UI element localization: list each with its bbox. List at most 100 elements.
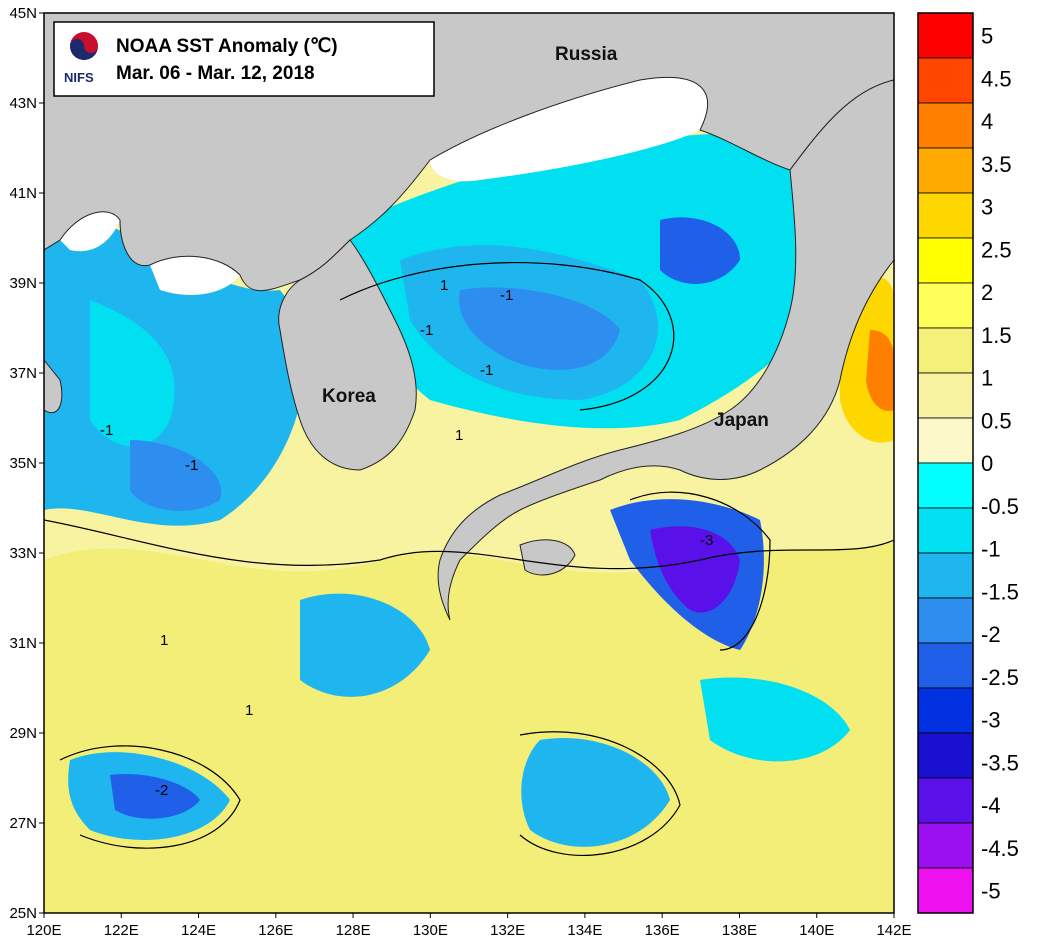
colorbar-label: 2 xyxy=(981,280,993,305)
contour-label: 1 xyxy=(455,427,463,444)
lon-tick-label: 122E xyxy=(104,922,139,939)
map-title: NOAA SST Anomaly (℃) xyxy=(116,36,338,57)
colorbar-segment xyxy=(917,282,974,329)
colorbar-segment xyxy=(917,327,974,374)
colorbar-label: 2.5 xyxy=(981,237,1012,262)
colorbar-segment xyxy=(917,102,974,149)
colorbar-segment xyxy=(917,732,974,779)
longitude-axis: 120E 122E 124E 126E 128E 130E 132E 134E 136E 138E… xyxy=(26,913,912,939)
lon-tick-label: 128E xyxy=(336,922,371,939)
lat-tick-label: 31N xyxy=(9,635,37,652)
region-label-korea: Korea xyxy=(322,386,376,407)
lat-tick-label: 25N xyxy=(9,905,37,922)
lat-tick-label: 41N xyxy=(9,185,37,202)
cold-anomaly-southeast xyxy=(700,677,850,762)
colorbar-label: -5 xyxy=(981,879,1001,904)
lat-tick-label: 43N xyxy=(9,95,37,112)
region-label-russia: Russia xyxy=(555,44,618,65)
lon-tick-label: 124E xyxy=(181,922,216,939)
lon-tick-label: 130E xyxy=(413,922,448,939)
colorbar-label: 4 xyxy=(981,109,993,134)
cold-anomaly-yellow-sea-core xyxy=(130,440,222,511)
lat-tick-label: 39N xyxy=(9,275,37,292)
colorbar-segment xyxy=(917,777,974,824)
colorbar-label: -3 xyxy=(981,708,1001,733)
colorbar-label: 1 xyxy=(981,366,993,391)
contour-label: -1 xyxy=(500,287,513,304)
colorbar-segment xyxy=(917,237,974,284)
colorbar-label: -4 xyxy=(981,793,1001,818)
colorbar-segment xyxy=(917,462,974,509)
colorbar-segment xyxy=(917,417,974,464)
lon-tick-label: 138E xyxy=(722,922,757,939)
land-shikoku xyxy=(519,539,576,576)
colorbar-label: 1.5 xyxy=(981,323,1012,348)
region-label-japan: Japan xyxy=(714,410,769,431)
contour-label: 1 xyxy=(440,277,448,294)
warm-anomaly-south xyxy=(44,540,894,913)
colorbar-segment xyxy=(917,57,974,104)
colorbar-segment xyxy=(917,642,974,689)
title-box: NIFS NOAA SST Anomaly (℃) Mar. 06 - Mar.… xyxy=(53,21,435,97)
lat-tick-label: 35N xyxy=(9,455,37,472)
contour-label: -3 xyxy=(700,532,713,549)
contour-lines xyxy=(44,261,894,856)
lat-tick-label: 45N xyxy=(9,5,37,22)
colorbar-label: -2 xyxy=(981,622,1001,647)
lon-tick-label: 120E xyxy=(26,922,61,939)
contour-label: -1 xyxy=(420,322,433,339)
colorbar-segment xyxy=(917,687,974,734)
colorbar-label: 0 xyxy=(981,451,993,476)
lat-tick-label: 33N xyxy=(9,545,37,562)
lat-tick-label: 27N xyxy=(9,815,37,832)
nifs-logo: NIFS xyxy=(64,32,98,85)
colorbar-segment xyxy=(917,507,974,554)
colorbar-label: -2.5 xyxy=(981,665,1019,690)
map-date-range: Mar. 06 - Mar. 12, 2018 xyxy=(116,63,315,84)
contour-label: -1 xyxy=(480,362,493,379)
colorbar-label: -0.5 xyxy=(981,494,1019,519)
sea-ice-tatar xyxy=(430,77,708,182)
lon-tick-label: 142E xyxy=(876,922,911,939)
contour-label: -1 xyxy=(100,422,113,439)
contour-label: 1 xyxy=(160,632,168,649)
contour-label: 1 xyxy=(245,702,253,719)
warm-anomaly-east-japan-core xyxy=(866,330,894,411)
land-shandong xyxy=(44,359,63,413)
lat-tick-label: 37N xyxy=(9,365,37,382)
colorbar-label: 5 xyxy=(981,24,993,49)
latitude-axis: 45N 43N 41N 39N 37N 35N 33N 31N 29N 27N 25N xyxy=(9,5,44,922)
colorbar-label: 0.5 xyxy=(981,408,1012,433)
colorbar-label: 4.5 xyxy=(981,66,1012,91)
contour-label: -1 xyxy=(185,457,198,474)
cold-anomaly-central xyxy=(300,593,430,697)
cold-anomaly-east-sea-north xyxy=(660,217,740,284)
colorbar-label: 3.5 xyxy=(981,152,1012,177)
lon-tick-label: 140E xyxy=(799,922,834,939)
colorbar-segment xyxy=(917,192,974,239)
colorbar-label: -1.5 xyxy=(981,579,1019,604)
colorbar-segment xyxy=(917,12,974,59)
cold-anomaly-south-japan-core xyxy=(650,526,740,613)
colorbar-segment xyxy=(917,822,974,869)
colorbar-label: -3.5 xyxy=(981,750,1019,775)
contour-label: -2 xyxy=(155,782,168,799)
colorbar: 5 4.5 4 3.5 3 2.5 2 1.5 1 0.5 0 -0.5 -1 -1.5 -2 -2.5 -3 -… xyxy=(917,12,1019,914)
colorbar-segment xyxy=(917,597,974,644)
colorbar-segment xyxy=(917,147,974,194)
cold-anomaly-philippine-sea xyxy=(521,738,670,847)
lon-tick-label: 136E xyxy=(645,922,680,939)
colorbar-label: 3 xyxy=(981,195,993,220)
colorbar-segment xyxy=(917,552,974,599)
nifs-logo-text: NIFS xyxy=(64,70,94,85)
lon-tick-label: 126E xyxy=(258,922,293,939)
colorbar-label: -4.5 xyxy=(981,836,1019,861)
colorbar-segment xyxy=(917,372,974,419)
colorbar-label: -1 xyxy=(981,537,1001,562)
lon-tick-label: 134E xyxy=(567,922,602,939)
contour-label-group: 1 -1 -1 -1 1 1 -1 -2 -3 1 -1 xyxy=(100,277,713,799)
cold-anomaly-east-sea-core xyxy=(459,287,620,370)
plot-area: 1 -1 -1 -1 1 1 -1 -2 -3 1 -1 xyxy=(44,13,894,913)
cold-anomaly-yellow-sea xyxy=(44,214,305,526)
